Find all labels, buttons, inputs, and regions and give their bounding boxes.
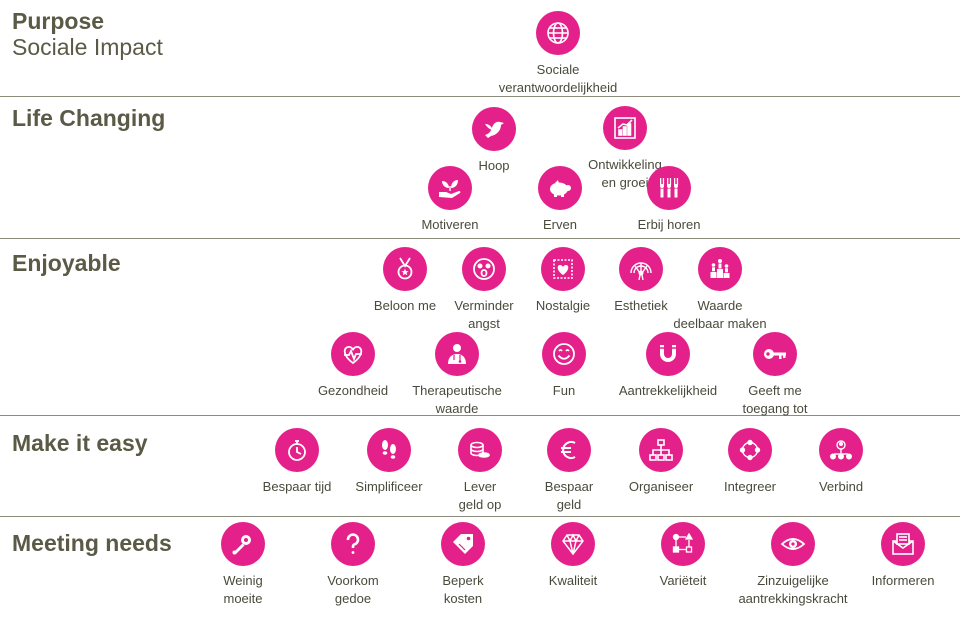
divider <box>0 516 960 517</box>
question-mark-icon <box>331 522 375 566</box>
eye-icon <box>771 522 815 566</box>
smiley-icon <box>542 332 586 376</box>
group-raised-hands-icon <box>647 166 691 210</box>
section-title-life-changing: Life Changing <box>12 105 166 131</box>
item-label: Gezondheid <box>317 383 389 398</box>
item-label: Bespaar geld <box>544 479 594 512</box>
item-label: Erbij horen <box>637 217 701 232</box>
magnet-icon <box>646 332 690 376</box>
piggy-bank-icon <box>538 166 582 210</box>
item-label: Beloon me <box>373 298 437 313</box>
envelope-icon <box>881 522 925 566</box>
item-label: Esthetiek <box>614 298 668 313</box>
item-label: Kwaliteit <box>548 573 598 588</box>
doctor-icon <box>435 332 479 376</box>
item-label: Lever geld op <box>458 479 502 512</box>
section-subtitle-purpose: Sociale Impact <box>12 34 163 60</box>
peacock-icon <box>619 247 663 291</box>
podium-icon <box>698 247 742 291</box>
item-label: Weinig moeite <box>223 573 263 606</box>
section-title-meeting-needs: Meeting needs <box>12 530 172 556</box>
footsteps-icon <box>367 428 411 472</box>
item-label: Organiseer <box>628 479 694 494</box>
item-label: Aantrekkelijkheid <box>618 383 718 398</box>
item-label: Hoop <box>478 158 510 173</box>
divider <box>0 415 960 416</box>
diamond-icon <box>551 522 595 566</box>
section-title-enjoyable: Enjoyable <box>12 250 121 276</box>
item-label: Variëteit <box>659 573 707 588</box>
variety-icon <box>661 522 705 566</box>
item-label: Therapeutische waarde <box>412 383 502 416</box>
divider <box>0 96 960 97</box>
item-label: Simplificeer <box>355 479 423 494</box>
rattle-icon <box>221 522 265 566</box>
item-label: Integreer <box>723 479 777 494</box>
item-label: Geeft me toegang tot <box>742 383 808 416</box>
item-label: Waarde deelbaar maken <box>673 298 767 331</box>
divider <box>0 238 960 239</box>
bird-icon <box>472 107 516 151</box>
item-label: Informeren <box>871 573 935 588</box>
network-icon <box>819 428 863 472</box>
item-label: Sociale verantwoordelijkheid <box>498 62 618 95</box>
section-title-purpose: Purpose <box>12 8 105 34</box>
integrate-icon <box>728 428 772 472</box>
item-label: Erven <box>543 217 577 232</box>
item-label: Bespaar tijd <box>262 479 332 494</box>
globe-icon <box>536 11 580 55</box>
item-label: Motiveren <box>421 217 479 232</box>
scared-face-icon <box>462 247 506 291</box>
coins-icon <box>458 428 502 472</box>
hand-plant-icon <box>428 166 472 210</box>
item-label: Verbind <box>818 479 864 494</box>
price-tag-icon <box>441 522 485 566</box>
heart-pulse-icon <box>331 332 375 376</box>
item-label: Fun <box>552 383 576 398</box>
item-label: Voorkom gedoe <box>327 573 379 606</box>
growth-chart-icon <box>603 106 647 150</box>
item-label: Ontwikkeling en groei <box>588 157 662 190</box>
euro-icon <box>547 428 591 472</box>
item-label: Verminder angst <box>454 298 514 331</box>
section-title-make-it-easy: Make it easy <box>12 430 148 456</box>
item-label: Zinzuigelijke aantrekkingskracht <box>738 573 848 606</box>
stamp-heart-icon <box>541 247 585 291</box>
stopwatch-icon <box>275 428 319 472</box>
org-chart-icon <box>639 428 683 472</box>
key-icon <box>753 332 797 376</box>
item-label: Nostalgie <box>535 298 591 313</box>
item-label: Beperk kosten <box>442 573 484 606</box>
medal-icon <box>383 247 427 291</box>
